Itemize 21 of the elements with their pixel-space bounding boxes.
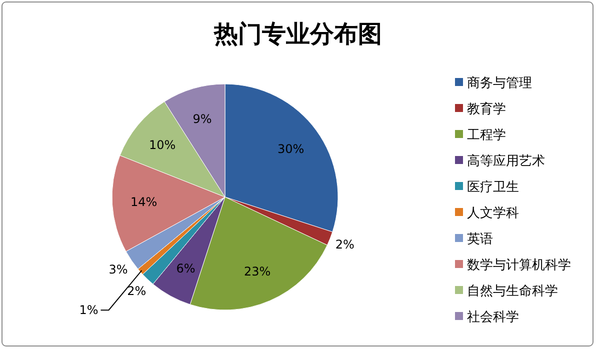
data-label: 10% xyxy=(148,138,176,152)
legend-label: 英语 xyxy=(467,232,493,247)
data-label: 1% xyxy=(79,303,98,318)
legend-label: 教育学 xyxy=(467,101,506,117)
legend-label: 商务与管理 xyxy=(467,76,532,91)
data-label: 2% xyxy=(127,284,146,298)
legend-label: 工程学 xyxy=(467,128,506,143)
data-label: 14% xyxy=(130,195,158,210)
data-label: 30% xyxy=(277,142,304,156)
chart-title: 热门专业分布图 xyxy=(213,20,382,48)
data-label: 2% xyxy=(335,237,354,252)
data-label: 9% xyxy=(192,112,212,126)
data-label: 6% xyxy=(176,261,196,276)
data-label: 23% xyxy=(244,264,271,279)
data-label: 3% xyxy=(108,262,128,277)
legend-label: 医疗卫生 xyxy=(467,180,519,195)
legend-label: 自然与生命科学 xyxy=(467,284,558,299)
legend-label: 数学与计算机科学 xyxy=(467,258,571,273)
legend-label: 高等应用艺术 xyxy=(467,153,545,169)
legend-label: 社会科学 xyxy=(467,310,519,325)
legend-label: 人文学科 xyxy=(467,206,519,221)
